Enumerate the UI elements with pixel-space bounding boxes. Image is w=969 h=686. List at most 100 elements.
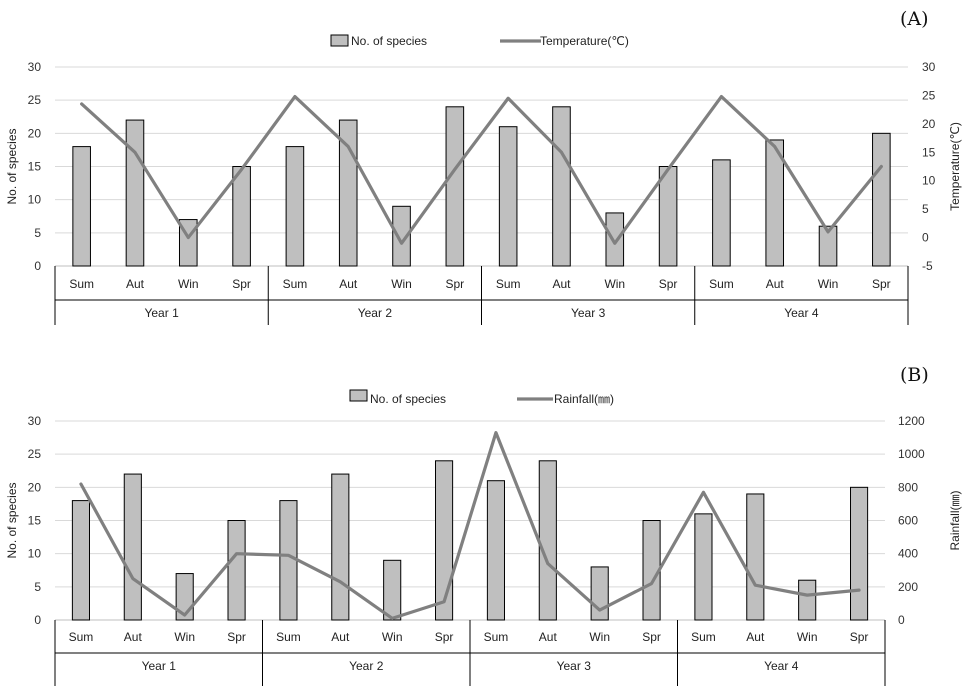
x-group-label: Year 1 xyxy=(144,306,179,320)
bar xyxy=(227,520,246,621)
y-tick-label: 0 xyxy=(34,259,41,273)
y2-tick-label: 1200 xyxy=(898,414,925,428)
bar xyxy=(383,559,402,621)
y-tick-label: 10 xyxy=(28,193,42,207)
legend-label: No. of species xyxy=(370,392,446,406)
y-axis-title: No. of species xyxy=(5,482,19,558)
y-tick-label: 25 xyxy=(28,447,42,461)
x-category-label: Aut xyxy=(331,630,350,644)
x-category-label: Aut xyxy=(124,630,143,644)
bar xyxy=(872,132,891,267)
y2-tick-label: 30 xyxy=(922,60,936,74)
x-category-label: Sum xyxy=(496,277,521,291)
x-category-label: Aut xyxy=(766,277,785,291)
bar xyxy=(71,500,90,621)
bar xyxy=(694,513,713,621)
y2-tick-label: 5 xyxy=(922,202,929,216)
bar xyxy=(538,460,557,621)
y2-tick-label: 400 xyxy=(898,547,918,561)
y2-tick-label: 20 xyxy=(922,117,936,131)
x-group-label: Year 2 xyxy=(358,306,393,320)
x-group-label: Year 3 xyxy=(571,306,606,320)
y-tick-label: 5 xyxy=(34,580,41,594)
y2-tick-label: -5 xyxy=(922,259,933,273)
y2-tick-label: 0 xyxy=(922,231,929,245)
y2-tick-label: 1000 xyxy=(898,447,925,461)
x-category-label: Sum xyxy=(691,630,716,644)
x-category-label: Spr xyxy=(232,277,251,291)
x-category-label: Aut xyxy=(539,630,558,644)
bar xyxy=(552,106,571,267)
legend-label: No. of species xyxy=(351,34,427,48)
y-tick-label: 0 xyxy=(34,613,41,627)
x-category-label: Win xyxy=(589,630,610,644)
y-tick-label: 10 xyxy=(28,547,42,561)
series-line xyxy=(80,94,883,245)
bar xyxy=(818,225,838,267)
x-category-label: Aut xyxy=(339,277,358,291)
y-tick-label: 25 xyxy=(28,93,42,107)
bar xyxy=(712,159,731,267)
x-category-label: Sum xyxy=(484,630,509,644)
x-category-label: Win xyxy=(178,277,199,291)
y2-tick-label: 15 xyxy=(922,145,936,159)
y2-tick-label: 600 xyxy=(898,514,918,528)
y-tick-label: 20 xyxy=(28,480,42,494)
x-group-label: Year 4 xyxy=(784,306,819,320)
y-tick-label: 30 xyxy=(28,414,42,428)
x-group-label: Year 4 xyxy=(764,659,799,673)
x-category-label: Win xyxy=(382,630,403,644)
y-axis-title: No. of species xyxy=(5,128,19,204)
bar xyxy=(590,566,609,621)
chart-panel-b: 0 5 10 15 20 25 30 0 200 400 600 800 1000 1200 Sum Aut W… xyxy=(5,364,962,686)
x-category-label: Spr xyxy=(227,630,246,644)
x-group-label: Year 1 xyxy=(142,659,177,673)
x-category-label: Aut xyxy=(746,630,765,644)
x-category-label: Sum xyxy=(69,630,94,644)
y2-tick-label: 10 xyxy=(922,174,936,188)
x-category-label: Win xyxy=(818,277,839,291)
y-tick-label: 30 xyxy=(28,60,42,74)
bar xyxy=(285,146,305,267)
x-category-label: Spr xyxy=(659,277,678,291)
legend-label: Rainfall(㎜) xyxy=(554,392,614,406)
y2-tick-label: 0 xyxy=(898,613,905,627)
chart-panel-a: 0 5 10 15 20 25 30 -5 0 5 10 15 20 25 30 Sum Aut Win Spr Su… xyxy=(5,8,962,325)
x-category-label: Sum xyxy=(69,277,94,291)
bar xyxy=(798,579,817,621)
x-category-label: Spr xyxy=(446,277,465,291)
x-category-label: Spr xyxy=(642,630,661,644)
bar xyxy=(658,166,678,267)
bar xyxy=(486,480,505,621)
bar xyxy=(746,493,765,621)
x-category-label: Sum xyxy=(276,630,301,644)
bar xyxy=(279,500,298,621)
bar xyxy=(435,460,454,621)
x-category-label: Sum xyxy=(283,277,308,291)
y2-tick-label: 200 xyxy=(898,580,918,594)
x-category-label: Spr xyxy=(872,277,891,291)
bar xyxy=(331,473,350,621)
bar xyxy=(850,486,869,621)
y-tick-label: 5 xyxy=(34,226,41,240)
y-tick-label: 20 xyxy=(28,126,42,140)
x-category-label: Aut xyxy=(126,277,145,291)
legend-label: Temperature(℃) xyxy=(540,34,629,48)
legend-bar-swatch xyxy=(349,389,368,402)
x-category-label: Aut xyxy=(552,277,571,291)
x-category-label: Spr xyxy=(850,630,869,644)
panel-label: (B) xyxy=(900,364,929,386)
bar xyxy=(392,205,411,267)
bar xyxy=(498,126,518,267)
y2-axis-title: Temperature(℃) xyxy=(948,122,962,211)
x-group-label: Year 3 xyxy=(557,659,592,673)
bar xyxy=(232,166,251,267)
y-tick-label: 15 xyxy=(28,514,42,528)
bar xyxy=(765,139,785,267)
bar xyxy=(445,106,465,267)
panel-label: (A) xyxy=(900,8,929,30)
series-line xyxy=(79,431,861,620)
x-category-label: Win xyxy=(604,277,625,291)
x-category-label: Sum xyxy=(709,277,734,291)
x-group-label: Year 2 xyxy=(349,659,384,673)
